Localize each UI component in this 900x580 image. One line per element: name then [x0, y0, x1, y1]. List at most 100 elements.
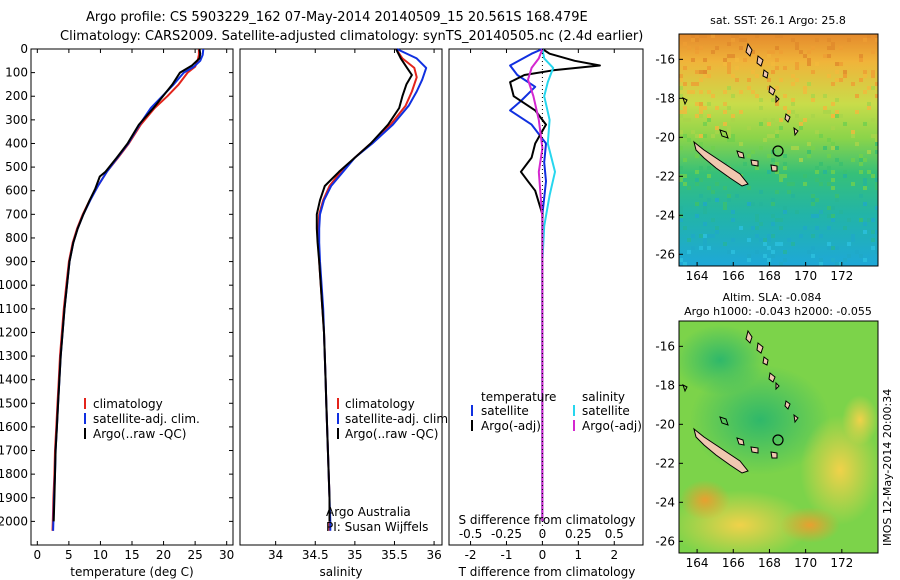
sst-pixel — [715, 198, 719, 202]
sst-pixel — [803, 54, 807, 58]
sst-pixel — [819, 134, 823, 138]
sst-pixel — [723, 242, 727, 246]
temperature-xlabel: temperature (deg C) — [70, 565, 193, 579]
difference-x-ticks: -2 -1 0 1 2 — [465, 49, 618, 562]
sst-pixel — [679, 86, 683, 90]
header-line1: Argo profile: CS 5903229_162 07-May-2014… — [86, 10, 588, 25]
sst-pixel — [687, 90, 691, 94]
sst-pixel — [779, 174, 783, 178]
sst-pixel — [843, 170, 847, 174]
sst-pixel — [783, 106, 787, 110]
sst-pixel — [771, 254, 775, 258]
sst-pixel — [755, 226, 759, 230]
sst-pixel — [679, 206, 683, 210]
temperature-legend: climatology satellite-adj. clim. Argo(..… — [84, 397, 200, 441]
sst-pixel — [683, 174, 687, 178]
sst-pixel — [811, 114, 815, 118]
sst-pixel — [791, 146, 795, 150]
map-x-tick-label: 172 — [830, 269, 853, 283]
sst-pixel — [779, 218, 783, 222]
sst-pixel — [779, 242, 783, 246]
x-tick-label: 20 — [156, 548, 171, 562]
sst-pixel — [751, 50, 755, 54]
sst-pixel — [827, 110, 831, 114]
sst-pixel — [779, 178, 783, 182]
sla-map-panel: Altim. SLA: -0.084 Argo h1000: -0.043 h2… — [655, 291, 879, 570]
sst-pixel — [787, 238, 791, 242]
sst-pixel — [767, 54, 771, 58]
depth-tick-label: 1700 — [0, 444, 28, 458]
sst-pixel — [679, 74, 683, 78]
sst-pixel — [695, 50, 699, 54]
sst-pixel — [859, 170, 863, 174]
loyalty-island-3 — [770, 451, 778, 459]
loyalty-island-2 — [750, 159, 759, 167]
sst-pixel — [807, 58, 811, 62]
sla-coastline — [682, 329, 799, 474]
sst-pixel — [739, 90, 743, 94]
sst-pixel — [723, 58, 727, 62]
map-x-tick-label: 172 — [830, 556, 853, 570]
sst-pixel — [771, 98, 775, 102]
map-y-tick-label: -22 — [655, 456, 675, 470]
sst-pixel — [839, 62, 843, 66]
sst-pixel — [747, 238, 751, 242]
sst-pixel — [827, 38, 831, 42]
sst-pixel — [819, 258, 823, 262]
sst-pixel — [783, 94, 787, 98]
series-line-temperature-satellite — [509, 48, 547, 522]
sla-high-region-5 — [842, 395, 878, 445]
x-tick-label: 36 — [426, 548, 441, 562]
sst-pixel — [819, 234, 823, 238]
sst-pixel — [815, 166, 819, 170]
s-diff-tick-label: 0 — [539, 527, 547, 541]
sst-pixel — [859, 158, 863, 162]
sst-pixel — [699, 134, 703, 138]
sst-pixel — [843, 74, 847, 78]
sst-pixel — [771, 62, 775, 66]
map-y-tick-label: -16 — [655, 52, 675, 66]
sst-pixel — [775, 190, 779, 194]
sst-pixel — [775, 170, 779, 174]
sst-pixel — [679, 130, 683, 134]
sst-pixel — [791, 74, 795, 78]
sst-pixel — [799, 126, 803, 130]
sst-pixel — [831, 102, 835, 106]
sst-pixel — [815, 214, 819, 218]
sst-pixel — [699, 106, 703, 110]
sst-pixel — [735, 194, 739, 198]
sst-pixel — [875, 230, 878, 234]
sst-pixel — [779, 50, 783, 54]
sst-pixel — [755, 94, 759, 98]
sst-pixel — [687, 138, 691, 142]
sst-pixel — [875, 94, 878, 98]
sst-pixel — [759, 122, 763, 126]
sst-pixel — [875, 34, 878, 38]
x-tick-label: 34.5 — [302, 548, 329, 562]
side-timestamp: IMOS 12-May-2014 20:00:34 — [881, 389, 894, 546]
sst-pixel — [775, 46, 779, 50]
salinity-xlabel: salinity — [319, 565, 362, 579]
sst-pixel — [839, 210, 843, 214]
sst-pixel — [807, 150, 811, 154]
map-x-tick-label: 164 — [686, 556, 709, 570]
legend-t-argo-label: Argo(-adj) — [481, 419, 541, 433]
depth-tick-label: 100 — [5, 66, 28, 80]
map-y-tick-label: -24 — [655, 208, 675, 222]
sst-pixel — [699, 90, 703, 94]
sst-pixel — [727, 194, 731, 198]
sst-pixel — [759, 202, 763, 206]
sst-pixel — [683, 158, 687, 162]
sst-pixel — [863, 74, 867, 78]
sst-pixel — [731, 138, 735, 142]
sst-pixel — [871, 118, 875, 122]
salinity-axes-frame — [239, 48, 443, 546]
sst-pixel — [763, 242, 767, 246]
sst-pixel — [811, 146, 815, 150]
sst-pixel — [771, 222, 775, 226]
sst-pixel — [683, 82, 687, 86]
sst-pixel — [863, 202, 867, 206]
sst-pixel — [775, 66, 779, 70]
sst-pixel — [763, 138, 767, 142]
sst-pixel — [683, 118, 687, 122]
